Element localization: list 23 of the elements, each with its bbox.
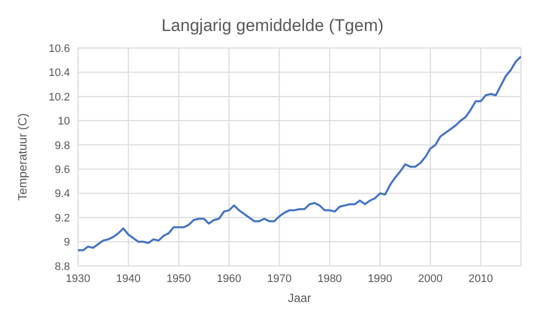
y-tick-label: 9.8 (54, 140, 70, 152)
y-axis-title: Temperatuur (C) (15, 113, 30, 201)
chart-title: Langjarig gemiddelde (Tgem) (160, 15, 385, 37)
x-tick-label: 1970 (267, 272, 292, 285)
x-tick-label: 2010 (468, 272, 493, 285)
x-tick-label: 1940 (116, 272, 141, 285)
x-tick-label: 2000 (418, 272, 443, 285)
y-tick-label: 10.6 (48, 42, 70, 55)
x-axis-title: Jaar (288, 291, 312, 305)
y-tick-label: 8.8 (54, 260, 70, 273)
x-tick-label: 1950 (166, 272, 191, 285)
x-tick-label: 1930 (66, 272, 90, 285)
y-tick-label: 9.4 (54, 188, 70, 200)
y-tick-label: 10 (58, 116, 70, 128)
y-tick-label: 10.2 (48, 91, 70, 104)
line-series (78, 55, 521, 252)
y-tick-label: 9.6 (54, 164, 70, 176)
y-tick-label: 10.4 (48, 67, 70, 80)
x-tick-label: 1990 (368, 272, 392, 285)
y-tick-label: 9 (64, 236, 70, 249)
x-tick-label: 1980 (317, 272, 342, 285)
x-tick-label: 1960 (216, 272, 242, 285)
y-tick-label: 9.2 (54, 212, 70, 224)
